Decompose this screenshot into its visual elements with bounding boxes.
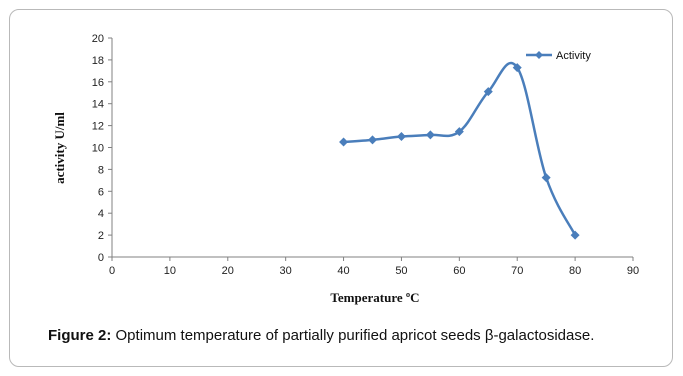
chart: 0 2 4 6 8 10 12 14 16 18 20 0 10 20 30 40 50 60 70 80 90 Ac… — [52, 33, 639, 305]
x-tick-label: 90 — [627, 265, 639, 277]
chart-axes — [108, 37, 634, 261]
y-tick-label: 14 — [92, 99, 104, 111]
y-tick-label: 2 — [98, 230, 104, 242]
figure-caption-label: Figure 2: — [48, 327, 112, 344]
y-tick-label: 0 — [98, 252, 104, 264]
x-tick-label: 0 — [109, 265, 115, 277]
x-tick-labels: 0 10 20 30 40 50 60 70 80 90 — [109, 265, 639, 277]
data-point — [454, 127, 464, 137]
x-tick-label: 40 — [337, 265, 349, 277]
figure-caption: Figure 2: Optimum temperature of partial… — [48, 326, 650, 345]
y-axis-title: activity U/ml — [52, 112, 67, 184]
data-point — [512, 63, 522, 73]
series-line-activity — [343, 61, 577, 236]
y-tick-label: 6 — [98, 186, 104, 198]
y-tick-label: 18 — [92, 55, 104, 67]
x-tick-label: 20 — [222, 265, 234, 277]
y-tick-label: 16 — [92, 77, 104, 89]
y-tick-label: 8 — [98, 164, 104, 176]
x-tick-label: 30 — [280, 265, 292, 277]
x-tick-label: 50 — [395, 265, 407, 277]
y-tick-label: 20 — [92, 33, 104, 45]
data-point — [396, 132, 406, 142]
legend-marker — [535, 51, 543, 59]
figure-frame — [9, 9, 673, 367]
y-tick-labels: 0 2 4 6 8 10 12 14 16 18 20 — [92, 33, 104, 264]
x-tick-label: 70 — [511, 265, 523, 277]
data-point — [483, 87, 493, 97]
figure-caption-text: Optimum temperature of partially purifie… — [111, 327, 595, 344]
x-tick-label: 60 — [453, 265, 465, 277]
x-tick-label: 80 — [569, 265, 581, 277]
y-tick-label: 12 — [92, 121, 104, 133]
x-tick-label: 10 — [164, 265, 176, 277]
data-point — [339, 137, 349, 147]
y-tick-label: 4 — [98, 208, 104, 220]
x-axis-title: Temperature ºC — [330, 290, 419, 305]
y-tick-label: 10 — [92, 143, 104, 155]
data-point — [368, 135, 377, 145]
series-group — [339, 61, 580, 240]
legend-label: Activity — [556, 50, 591, 62]
data-point — [425, 130, 435, 140]
data-point — [570, 230, 580, 240]
chart-legend: Activity — [526, 50, 591, 62]
data-point — [541, 173, 551, 183]
